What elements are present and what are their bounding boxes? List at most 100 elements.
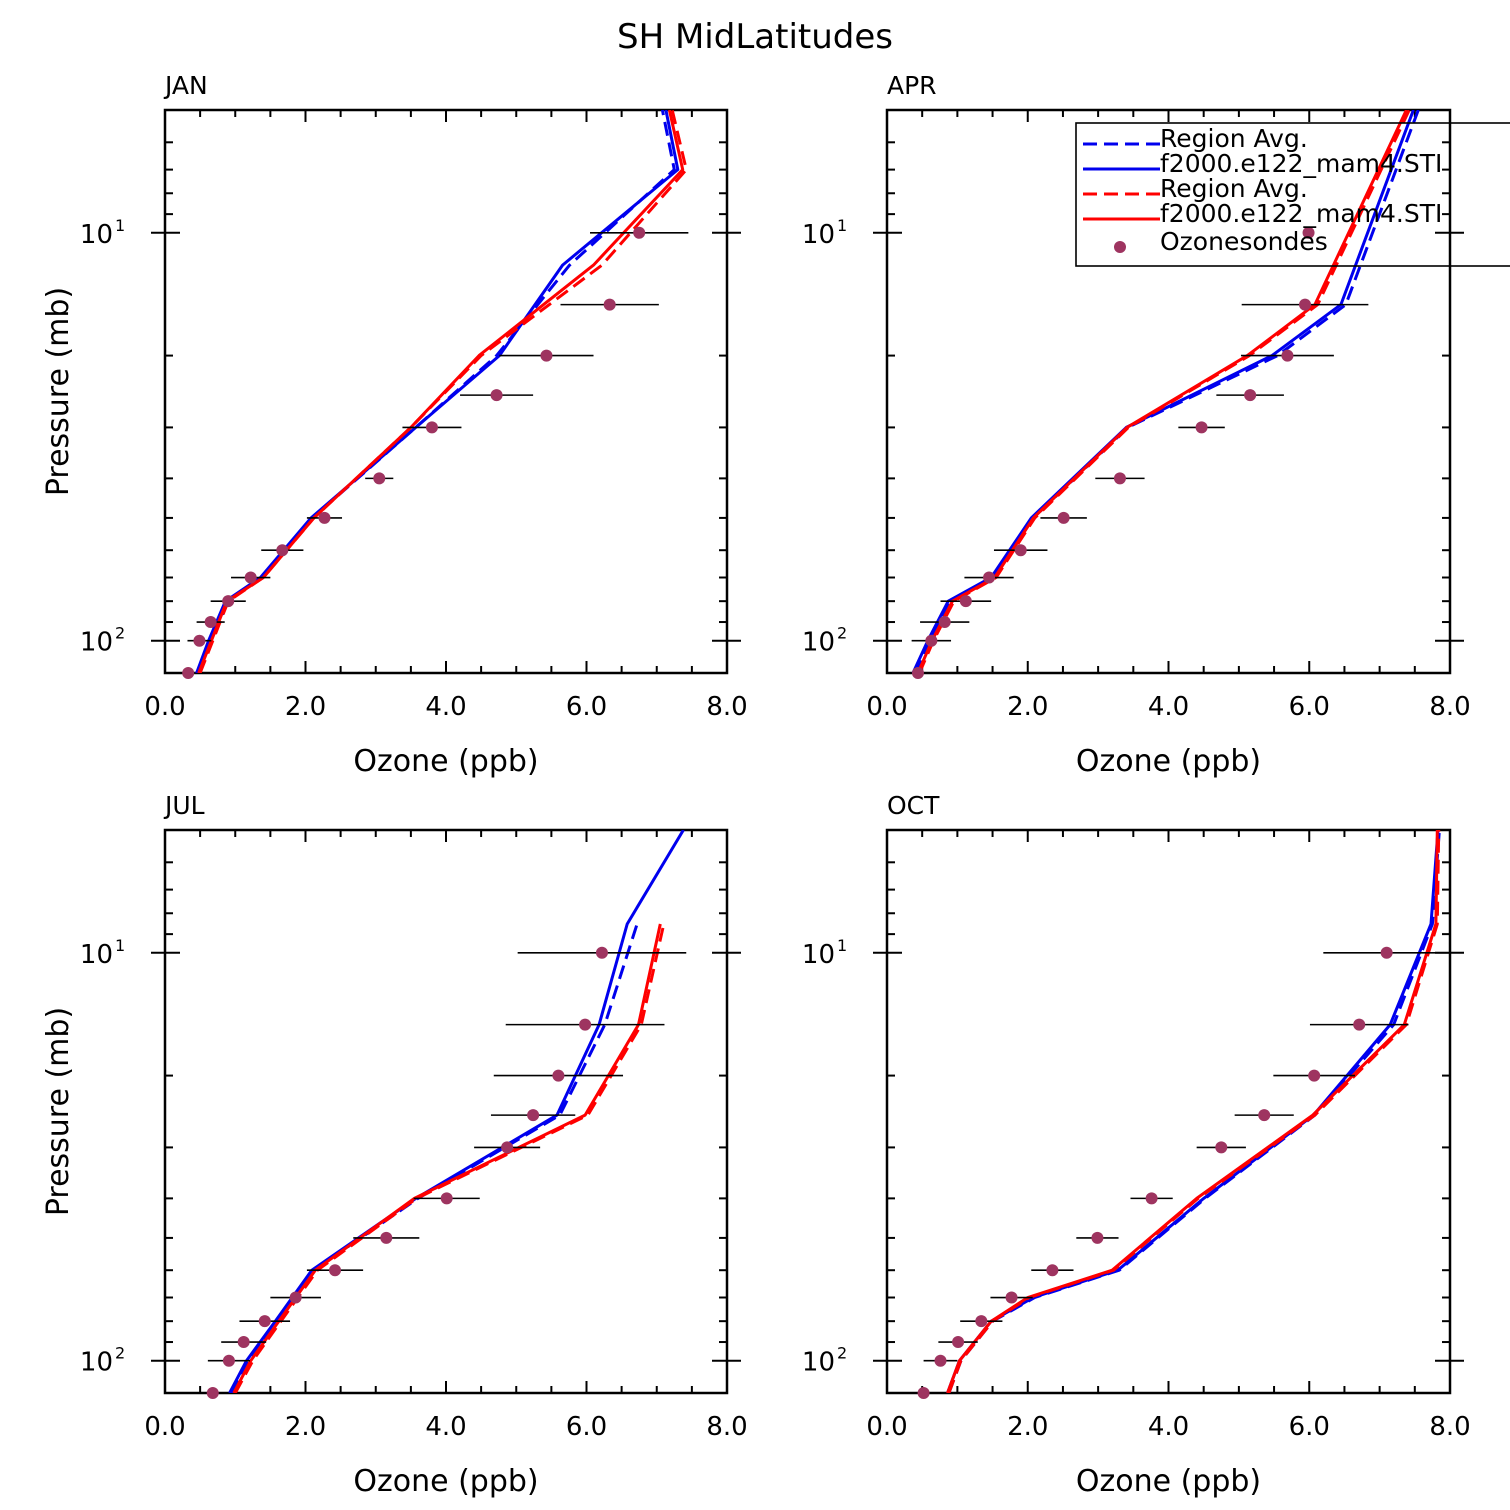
x-axis-label: Ozone (ppb) [353,1464,538,1499]
x-tick-label: 8.0 [706,692,747,722]
series-blue-solid-line [228,830,685,1393]
y-tick-exponent: 2 [837,1344,847,1363]
y-tick-exponent: 2 [115,624,125,643]
ozonesonde-marker [603,298,616,311]
plot-frame-oct [885,828,1452,1395]
plot-area-jul [228,830,685,1393]
y-tick-exponent: 1 [115,216,125,235]
y-tick-exponent: 1 [837,216,847,235]
x-tick-label: 0.0 [866,1412,907,1442]
ozonesonde-marker [237,1336,250,1349]
x-tick-label: 0.0 [866,692,907,722]
ozonesonde-marker [1195,421,1208,434]
ozonesonde-marker [1353,1018,1366,1031]
x-tick-label: 4.0 [1148,692,1189,722]
x-tick-label: 0.0 [144,692,185,722]
ozonesonde-marker [318,511,331,524]
y-tick-exponent: 2 [115,1344,125,1363]
ozonesonde-marker [1046,1264,1059,1277]
x-tick-label: 6.0 [1289,1412,1330,1442]
figure-title: SH MidLatitudes [617,17,893,57]
ozonesonde-marker [917,1387,930,1399]
ozonesonde-marker [276,544,289,557]
ozonesonde-marker [938,616,951,629]
series-red-solid-line [916,110,1408,673]
ozonesonde-marker [1113,472,1126,485]
panel-title: JAN [163,71,208,100]
ozonesonde-marker [1258,1109,1271,1122]
legend-label: f2000.e122_mam4.STI [1160,149,1442,178]
ozonesonde-marker [329,1264,342,1277]
x-tick-label: 2.0 [285,692,326,722]
x-tick-label: 2.0 [285,1412,326,1442]
series-blue-dashed-line [947,830,1441,1393]
ozonesonde-marker [258,1315,271,1328]
x-tick-label: 2.0 [1007,692,1048,722]
x-tick-label: 6.0 [566,692,607,722]
ozonesonde-marker [1057,511,1070,524]
plot-area-oct [946,830,1441,1393]
ozonesonde-marker [222,1354,235,1367]
ozonesonde-marker [1299,298,1312,311]
x-tick-label: 8.0 [706,1412,747,1442]
y-tick-label: 10 [80,220,113,250]
y-tick-label: 10 [802,940,835,970]
ozonesonde-marker [1308,1069,1321,1082]
ozonesonde-marker [595,946,608,959]
ozonesonde-marker [380,1231,393,1244]
ozonesonde-marker [204,616,217,629]
ozonesonde-marker [579,1018,592,1031]
ozonesonde-marker [911,667,924,679]
panel-title: APR [887,71,937,100]
y-axis-label: Pressure (mb) [41,1007,76,1216]
ozonesonde-marker [193,634,206,647]
panel-title: OCT [887,791,940,820]
ozonesonde-marker [925,634,938,647]
legend-label: Region Avg. [1160,124,1308,153]
y-tick-label: 10 [80,940,113,970]
ozonesonde-marker [540,349,553,362]
ozonesonde-marker [934,1354,947,1367]
plot-area-jan [195,110,688,673]
series-red-solid-line [232,923,662,1393]
ozonesonde-marker [425,421,438,434]
y-tick-exponent: 1 [837,936,847,955]
y-tick-label: 10 [802,1348,835,1378]
ozonesonde-marker [1215,1141,1228,1154]
y-tick-label: 10 [80,628,113,658]
plot-frame-jul [163,828,729,1395]
ozonesonde-marker [1005,1291,1018,1304]
x-tick-label: 0.0 [144,1412,185,1442]
series-red-solid-line [197,110,685,673]
x-tick-label: 4.0 [425,1412,466,1442]
x-axis-label: Ozone (ppb) [1076,744,1261,779]
x-tick-label: 6.0 [566,1412,607,1442]
series-blue-solid-line [911,110,1415,673]
ozonesonde-marker [1244,389,1257,402]
series-blue-dashed-line [230,923,639,1393]
series-red-dashed-line [233,923,666,1393]
y-tick-exponent: 2 [837,624,847,643]
ozonesonde-marker [1091,1231,1104,1244]
ozonesonde-marker [633,226,646,239]
ozonesonde-marker [952,1336,965,1349]
x-tick-label: 2.0 [1007,1412,1048,1442]
x-axis-label: Ozone (ppb) [1076,1464,1261,1499]
ozonesonde-marker [1014,544,1027,557]
ozonesonde-marker [490,389,503,402]
y-tick-exponent: 1 [115,936,125,955]
ozonesonde-marker [527,1109,540,1122]
ozonesonde-marker [206,1387,219,1399]
legend-marker-ozonesondes [1114,241,1126,253]
y-tick-label: 10 [802,220,835,250]
ozonesonde-marker [501,1141,514,1154]
x-axis-label: Ozone (ppb) [353,744,538,779]
x-tick-label: 4.0 [425,692,466,722]
y-axis-label: Pressure (mb) [41,287,76,496]
y-tick-label: 10 [802,628,835,658]
ozonesonde-marker [440,1192,453,1205]
